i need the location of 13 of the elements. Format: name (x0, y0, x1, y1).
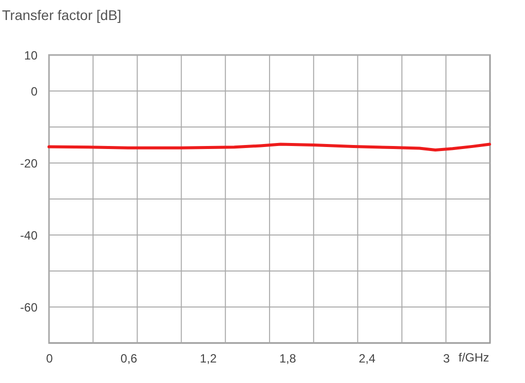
y-tick-label: 10 (24, 48, 38, 62)
x-tick-label: 1,2 (200, 352, 217, 366)
y-tick-label: -60 (20, 300, 38, 314)
y-tick-label: -40 (20, 228, 38, 242)
x-axis-title: f/GHz (458, 350, 490, 364)
y-tick-label: 0 (30, 84, 38, 98)
x-tick-label: 3 (443, 352, 450, 366)
x-tick-label: 0,6 (120, 352, 138, 366)
chart-title: Transfer factor [dB] (2, 7, 122, 23)
y-tick-label: -20 (20, 156, 38, 170)
x-tick-label: 0 (46, 352, 54, 366)
x-tick-label: 1,8 (279, 352, 296, 366)
x-tick-label: 2,4 (358, 352, 376, 366)
